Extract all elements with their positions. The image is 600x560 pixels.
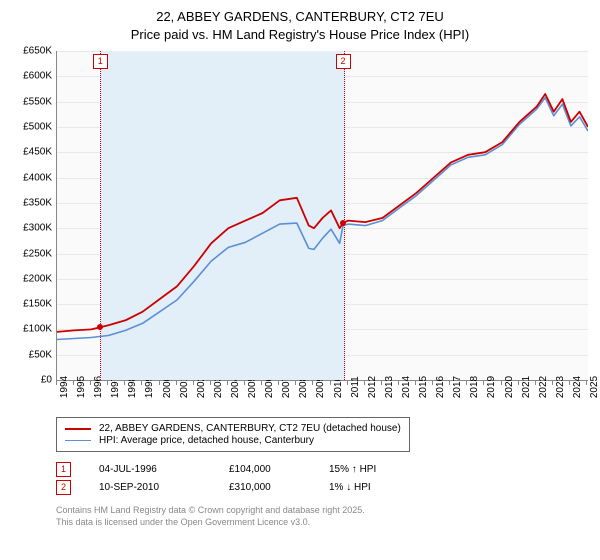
event-diff: 1% ↓ HPI [329,482,429,493]
chart-area: £0 £50K £100K £150K £200K £250K £300K £350K £400… [12,51,588,411]
legend-label: HPI: Average price, detached house, Cant… [99,435,314,446]
x-tick [449,381,450,385]
y-tick-label: £0 [41,375,52,386]
x-tick [586,381,587,385]
x-tick [295,381,296,385]
x-tick [210,381,211,385]
x-tick [244,381,245,385]
x-tick [535,381,536,385]
event-marker-box: 2 [56,480,71,495]
x-tick [124,381,125,385]
event-price: £310,000 [229,482,329,493]
x-tick [176,381,177,385]
x-tick [107,381,108,385]
y-tick-label: £250K [23,248,52,259]
x-tick [483,381,484,385]
x-tick [227,381,228,385]
legend-row: 22, ABBEY GARDENS, CANTERBURY, CT2 7EU (… [65,423,401,434]
event-diff: 15% ↑ HPI [329,464,429,475]
events-table: 1 04-JUL-1996£104,00015% ↑ HPI 2 10-SEP-201… [56,462,588,495]
legend-swatch [65,428,91,430]
y-tick-label: £300K [23,223,52,234]
legend-label: 22, ABBEY GARDENS, CANTERBURY, CT2 7EU (… [99,423,401,434]
x-tick [398,381,399,385]
y-tick-label: £500K [23,122,52,133]
x-tick [569,381,570,385]
x-tick [193,381,194,385]
x-tick [432,381,433,385]
event-row: 2 10-SEP-2010£310,0001% ↓ HPI [56,480,588,495]
title-line-1: 22, ABBEY GARDENS, CANTERBURY, CT2 7EU [12,8,588,26]
data-point [97,324,103,330]
legend-swatch [65,440,91,442]
x-tick [312,381,313,385]
x-tick [364,381,365,385]
footer-attribution: Contains HM Land Registry data © Crown c… [56,505,588,528]
x-tick [278,381,279,385]
y-tick-label: £100K [23,324,52,335]
x-tick [90,381,91,385]
event-marker-box: 1 [56,462,71,477]
event-date: 04-JUL-1996 [99,464,229,475]
title-line-2: Price paid vs. HM Land Registry's House … [12,26,588,44]
footer-line-1: Contains HM Land Registry data © Crown c… [56,505,588,517]
footer-line-2: This data is licensed under the Open Gov… [56,517,588,529]
x-tick [501,381,502,385]
y-tick-label: £350K [23,197,52,208]
event-marker-1: 1 [93,54,108,69]
legend-row: HPI: Average price, detached house, Cant… [65,435,401,446]
chart-container: 22, ABBEY GARDENS, CANTERBURY, CT2 7EU P… [0,0,600,532]
x-tick [347,381,348,385]
event-marker-2: 2 [336,54,351,69]
y-tick-label: £150K [23,299,52,310]
y-tick-label: £450K [23,147,52,158]
x-tick-label: 2025 [589,376,600,398]
y-tick-label: £400K [23,172,52,183]
x-axis: 1994199519961997199819992000200120022003… [56,381,588,411]
x-tick [415,381,416,385]
y-tick-label: £200K [23,273,52,284]
x-tick [159,381,160,385]
x-tick [261,381,262,385]
series-svg [57,51,588,380]
legend: 22, ABBEY GARDENS, CANTERBURY, CT2 7EU (… [56,417,410,452]
y-tick-label: £50K [29,349,52,360]
y-tick-label: £600K [23,71,52,82]
x-tick [73,381,74,385]
title-block: 22, ABBEY GARDENS, CANTERBURY, CT2 7EU P… [12,8,588,43]
event-date: 10-SEP-2010 [99,482,229,493]
data-point [340,220,346,226]
event-row: 1 04-JUL-1996£104,00015% ↑ HPI [56,462,588,477]
x-tick [330,381,331,385]
x-tick [381,381,382,385]
x-tick [56,381,57,385]
x-tick [518,381,519,385]
event-price: £104,000 [229,464,329,475]
y-axis: £0£50K£100K£150K£200K£250K£300K£350K£400… [12,51,56,381]
x-tick [552,381,553,385]
x-tick [141,381,142,385]
y-tick-label: £650K [23,46,52,57]
y-tick-label: £550K [23,96,52,107]
plot-area: 12 [56,51,588,381]
series-line [57,94,588,332]
x-tick [466,381,467,385]
